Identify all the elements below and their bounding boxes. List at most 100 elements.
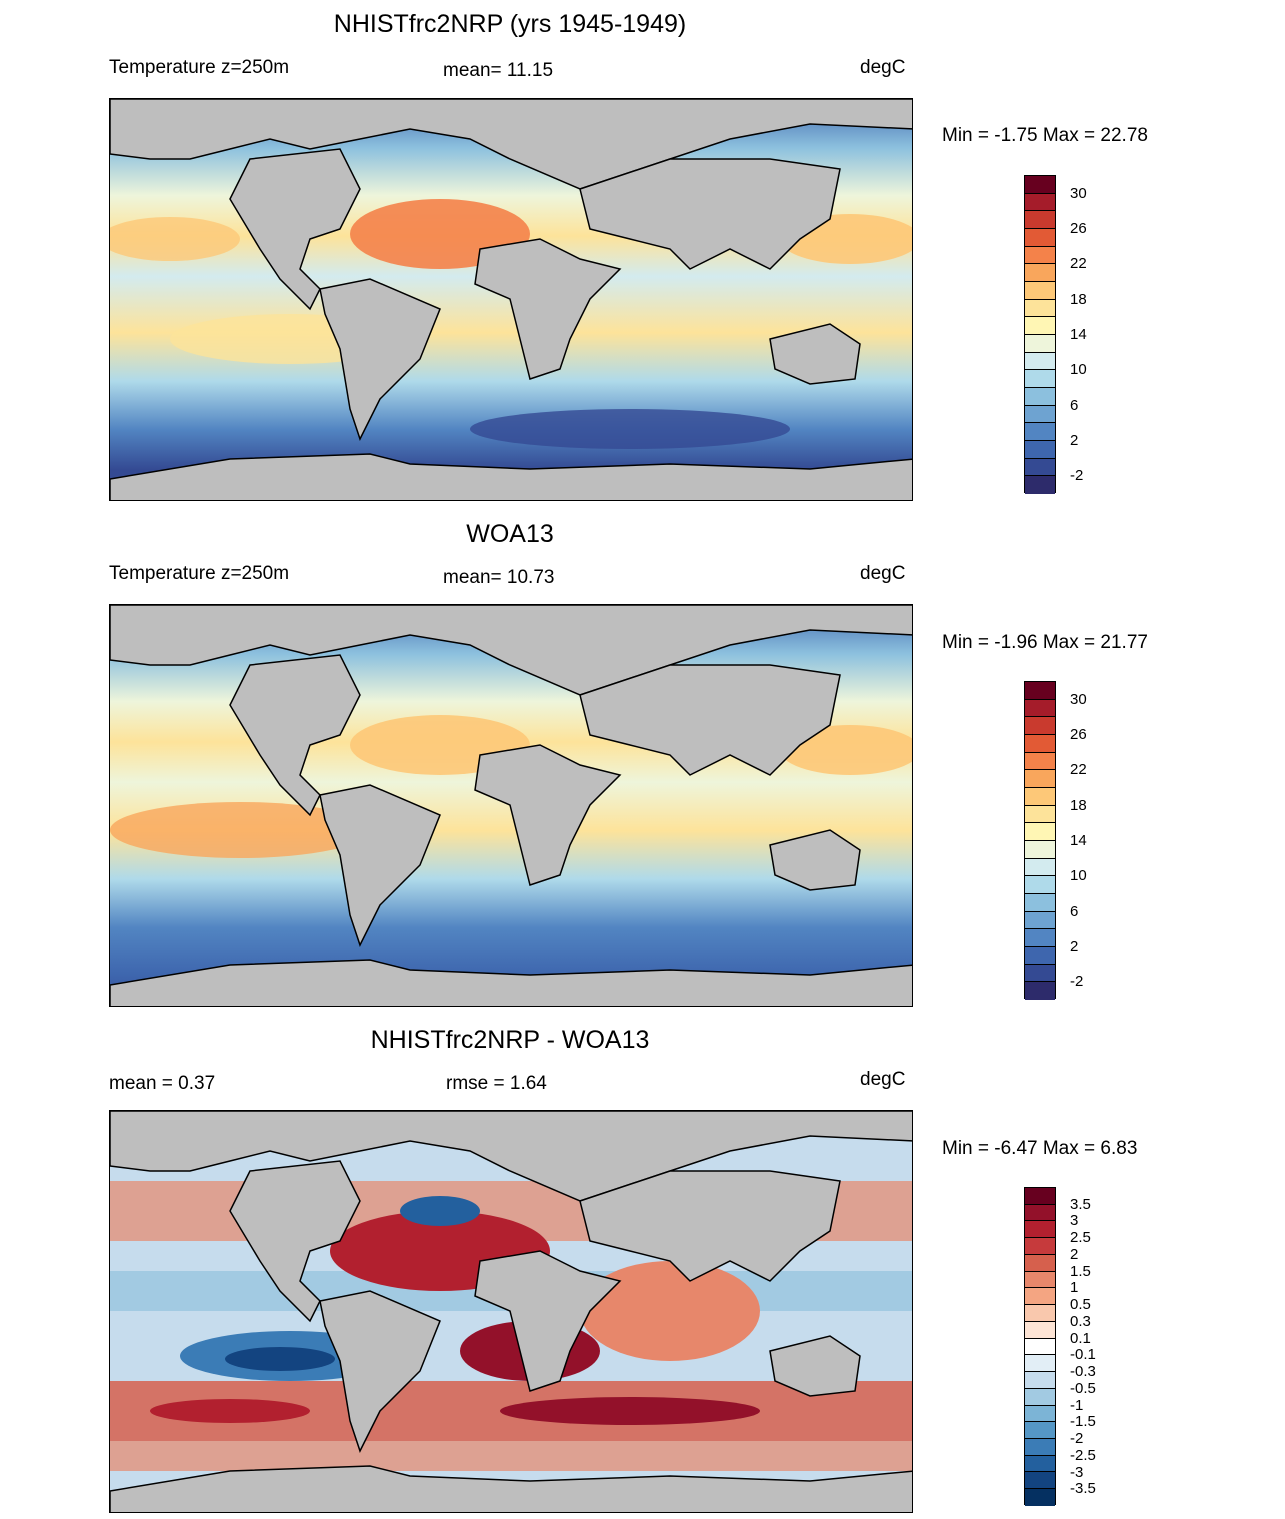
colorbar-box	[1025, 1338, 1055, 1356]
map-graphic	[110, 1111, 912, 1512]
colorbar-box	[1025, 823, 1055, 841]
colorbar-tick-label: -3	[1070, 1463, 1084, 1481]
panel-title: WOA13	[466, 520, 554, 548]
colorbar-tick-label: 18	[1070, 290, 1087, 308]
colorbar-tick-label: -2.5	[1070, 1446, 1096, 1464]
colorbar-tick-label: 10	[1070, 361, 1087, 379]
colorbar-tick-label: -2	[1070, 973, 1084, 991]
colorbar-tick-label: -2	[1070, 1430, 1084, 1448]
colorbar-box	[1025, 1422, 1055, 1440]
map-graphic	[110, 605, 912, 1006]
min-max-label: Min = -6.47 Max = 6.83	[942, 1138, 1138, 1159]
map-model-temperature	[109, 98, 913, 501]
units-label: degC	[860, 57, 906, 78]
colorbar-box	[1025, 964, 1055, 983]
mean-label: mean= 10.73	[443, 567, 555, 588]
colorbar-box	[1025, 1271, 1055, 1289]
colorbar	[1024, 681, 1056, 1000]
colorbar-box	[1025, 1355, 1055, 1373]
colorbar-tick-label: -0.1	[1070, 1346, 1096, 1364]
map-observed-temperature	[109, 604, 913, 1007]
units-label: degC	[860, 1069, 906, 1090]
colorbar-box	[1025, 1305, 1055, 1322]
colorbar-box	[1025, 717, 1055, 735]
colorbar-box	[1025, 246, 1055, 265]
colorbar-box	[1025, 1188, 1055, 1205]
colorbar-tick-label: -1	[1070, 1396, 1084, 1414]
colorbar-box	[1025, 1372, 1055, 1389]
colorbar-tick-label: 1.5	[1070, 1262, 1091, 1280]
units-label: degC	[860, 563, 906, 584]
field-label: Temperature z=250m	[109, 563, 290, 584]
colorbar-box	[1025, 405, 1055, 424]
colorbar-box	[1025, 440, 1055, 459]
colorbar-box	[1025, 281, 1055, 300]
colorbar-tick-label: 6	[1070, 396, 1079, 414]
colorbar-box	[1025, 734, 1055, 753]
colorbar-tick-label: 14	[1070, 832, 1087, 849]
colorbar-box	[1025, 334, 1055, 353]
colorbar-box	[1025, 699, 1055, 718]
colorbar-box	[1025, 752, 1055, 771]
colorbar-tick-label: 14	[1070, 326, 1087, 343]
colorbar-box	[1025, 352, 1055, 371]
colorbar-tick-label: 2	[1070, 432, 1079, 449]
colorbar-box	[1025, 1455, 1055, 1473]
colorbar-tick-label: 2.5	[1070, 1229, 1091, 1247]
field-label: Temperature z=250m	[109, 57, 290, 78]
colorbar-tick-label: 18	[1070, 796, 1087, 814]
colorbar-tick-label: 10	[1070, 867, 1087, 885]
colorbar-box	[1025, 299, 1055, 318]
colorbar-tick-label: -0.5	[1070, 1379, 1096, 1397]
colorbar-box	[1025, 876, 1055, 894]
colorbar-tick-label: 1	[1070, 1279, 1079, 1297]
colorbar-box	[1025, 1472, 1055, 1490]
colorbar-tick-label: 2	[1070, 1245, 1079, 1263]
colorbar-box	[1025, 682, 1055, 700]
colorbar-tick-label: 3	[1070, 1212, 1079, 1230]
colorbar-box	[1025, 787, 1055, 806]
colorbar-box	[1025, 858, 1055, 877]
colorbar-tick-label: 0.3	[1070, 1312, 1091, 1330]
colorbar-box	[1025, 893, 1055, 912]
colorbar-box	[1025, 805, 1055, 824]
colorbar-box	[1025, 1204, 1055, 1222]
colorbar-box	[1025, 476, 1055, 494]
colorbar-tick-label: 30	[1070, 184, 1087, 202]
mean-label: mean= 11.15	[443, 60, 554, 81]
colorbar-box	[1025, 370, 1055, 388]
colorbar-tick-label: 6	[1070, 902, 1079, 920]
colorbar-tick-label: -0.3	[1070, 1363, 1096, 1381]
min-max-label: Min = -1.96 Max = 21.77	[942, 632, 1148, 653]
colorbar-tick-label: -3.5	[1070, 1480, 1096, 1498]
colorbar-box	[1025, 458, 1055, 477]
colorbar-tick-label: 22	[1070, 761, 1087, 779]
min-max-label: Min = -1.75 Max = 22.78	[942, 125, 1148, 146]
colorbar-box	[1025, 1405, 1055, 1423]
map-graphic	[110, 99, 912, 500]
colorbar-box	[1025, 982, 1055, 1000]
colorbar-box	[1025, 840, 1055, 859]
colorbar-tick-label: 0.1	[1070, 1329, 1091, 1347]
colorbar-tick-label: 30	[1070, 690, 1087, 708]
colorbar-tick-label: 22	[1070, 255, 1087, 273]
colorbar-box	[1025, 193, 1055, 212]
colorbar-box	[1025, 387, 1055, 406]
colorbar-box	[1025, 770, 1055, 788]
colorbar-tick-label: -1.5	[1070, 1413, 1096, 1431]
panel-title: NHISTfrc2NRP - WOA13	[370, 1026, 650, 1054]
colorbar-tick-label: 26	[1070, 726, 1087, 743]
colorbar-box	[1025, 929, 1055, 947]
colorbar-box	[1025, 423, 1055, 441]
mean-label: mean = 0.37	[109, 1073, 216, 1094]
colorbar	[1024, 175, 1056, 494]
rmse-label: rmse = 1.64	[446, 1073, 547, 1094]
colorbar-box	[1025, 1321, 1055, 1339]
colorbar-box	[1025, 228, 1055, 247]
map-difference	[109, 1110, 913, 1513]
colorbar-tick-label: 0.5	[1070, 1296, 1091, 1314]
colorbar-tick-label: 3.5	[1070, 1195, 1091, 1213]
panel-title: NHISTfrc2NRP (yrs 1945-1949)	[333, 10, 687, 38]
colorbar-tick-label: -2	[1070, 467, 1084, 485]
colorbar-box	[1025, 1388, 1055, 1406]
